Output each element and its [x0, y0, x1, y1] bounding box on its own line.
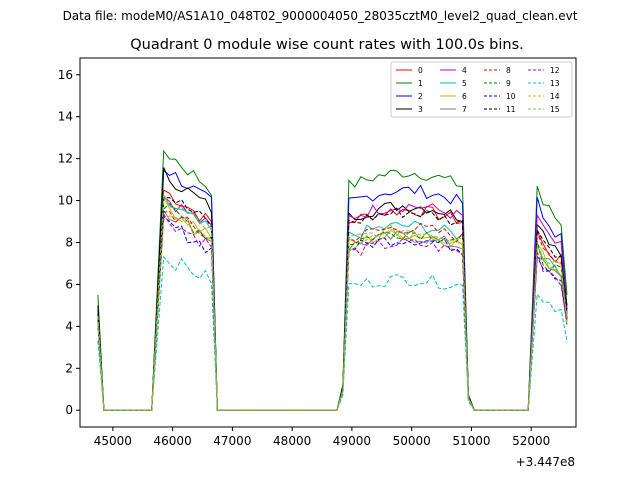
y-tick-label: 2 [65, 361, 73, 375]
legend-label-3: 3 [418, 105, 423, 114]
legend-label-5: 5 [462, 79, 467, 88]
x-axis: 45000 46000 47000 48000 49000 50000 51000 52000 [94, 427, 550, 448]
series-line-15 [97, 192, 568, 411]
y-tick-label: 0 [65, 403, 73, 417]
legend-label-13: 13 [550, 79, 560, 88]
legend-box [390, 61, 573, 118]
x-offset-label: +3.447e8 [516, 455, 575, 469]
legend-label-4: 4 [462, 66, 467, 75]
legend-label-2: 2 [418, 92, 423, 101]
legend-label-0: 0 [418, 66, 423, 75]
chart-title: Quadrant 0 module wise count rates with … [130, 37, 524, 53]
series-line-0 [97, 189, 568, 411]
legend-label-7: 7 [462, 105, 467, 114]
legend-label-6: 6 [462, 92, 467, 101]
y-tick-label: 12 [58, 152, 73, 166]
plot-lines [97, 149, 568, 411]
legend-label-8: 8 [506, 66, 511, 75]
series-line-1 [97, 149, 568, 411]
x-tick-label: 46000 [154, 434, 192, 448]
y-tick-label: 10 [58, 194, 73, 208]
y-axis: 0 2 4 6 8 10 12 14 16 [58, 68, 80, 417]
series-line-4 [97, 195, 568, 411]
legend-label-9: 9 [506, 79, 511, 88]
legend-label-1: 1 [418, 79, 423, 88]
series-line-5 [97, 193, 568, 411]
series-line-7 [97, 209, 568, 411]
series-line-12 [97, 212, 568, 411]
chart-suptitle: Data file: modeM0/AS1A10_048T02_90000040… [63, 9, 578, 23]
x-tick-label: 45000 [94, 434, 132, 448]
x-tick-label: 52000 [512, 434, 550, 448]
x-tick-label: 50000 [393, 434, 431, 448]
series-line-10 [97, 215, 568, 411]
series-line-11 [97, 197, 568, 411]
y-tick-label: 8 [65, 236, 73, 250]
y-tick-label: 16 [58, 68, 73, 82]
y-tick-label: 6 [65, 277, 73, 291]
x-tick-label: 49000 [333, 434, 371, 448]
x-tick-label: 48000 [273, 434, 311, 448]
legend-label-12: 12 [550, 66, 560, 75]
legend-label-11: 11 [506, 105, 516, 114]
series-line-9 [97, 203, 568, 411]
y-tick-label: 14 [58, 110, 73, 124]
legend-label-10: 10 [506, 92, 516, 101]
y-tick-label: 4 [65, 319, 73, 333]
x-tick-label: 51000 [452, 434, 490, 448]
legend-label-15: 15 [550, 105, 560, 114]
legend-label-14: 14 [550, 92, 560, 101]
series-line-8 [97, 210, 568, 411]
series-line-14 [97, 215, 568, 411]
series-line-6 [97, 196, 568, 411]
series-line-13 [97, 255, 568, 411]
x-tick-label: 47000 [213, 434, 251, 448]
